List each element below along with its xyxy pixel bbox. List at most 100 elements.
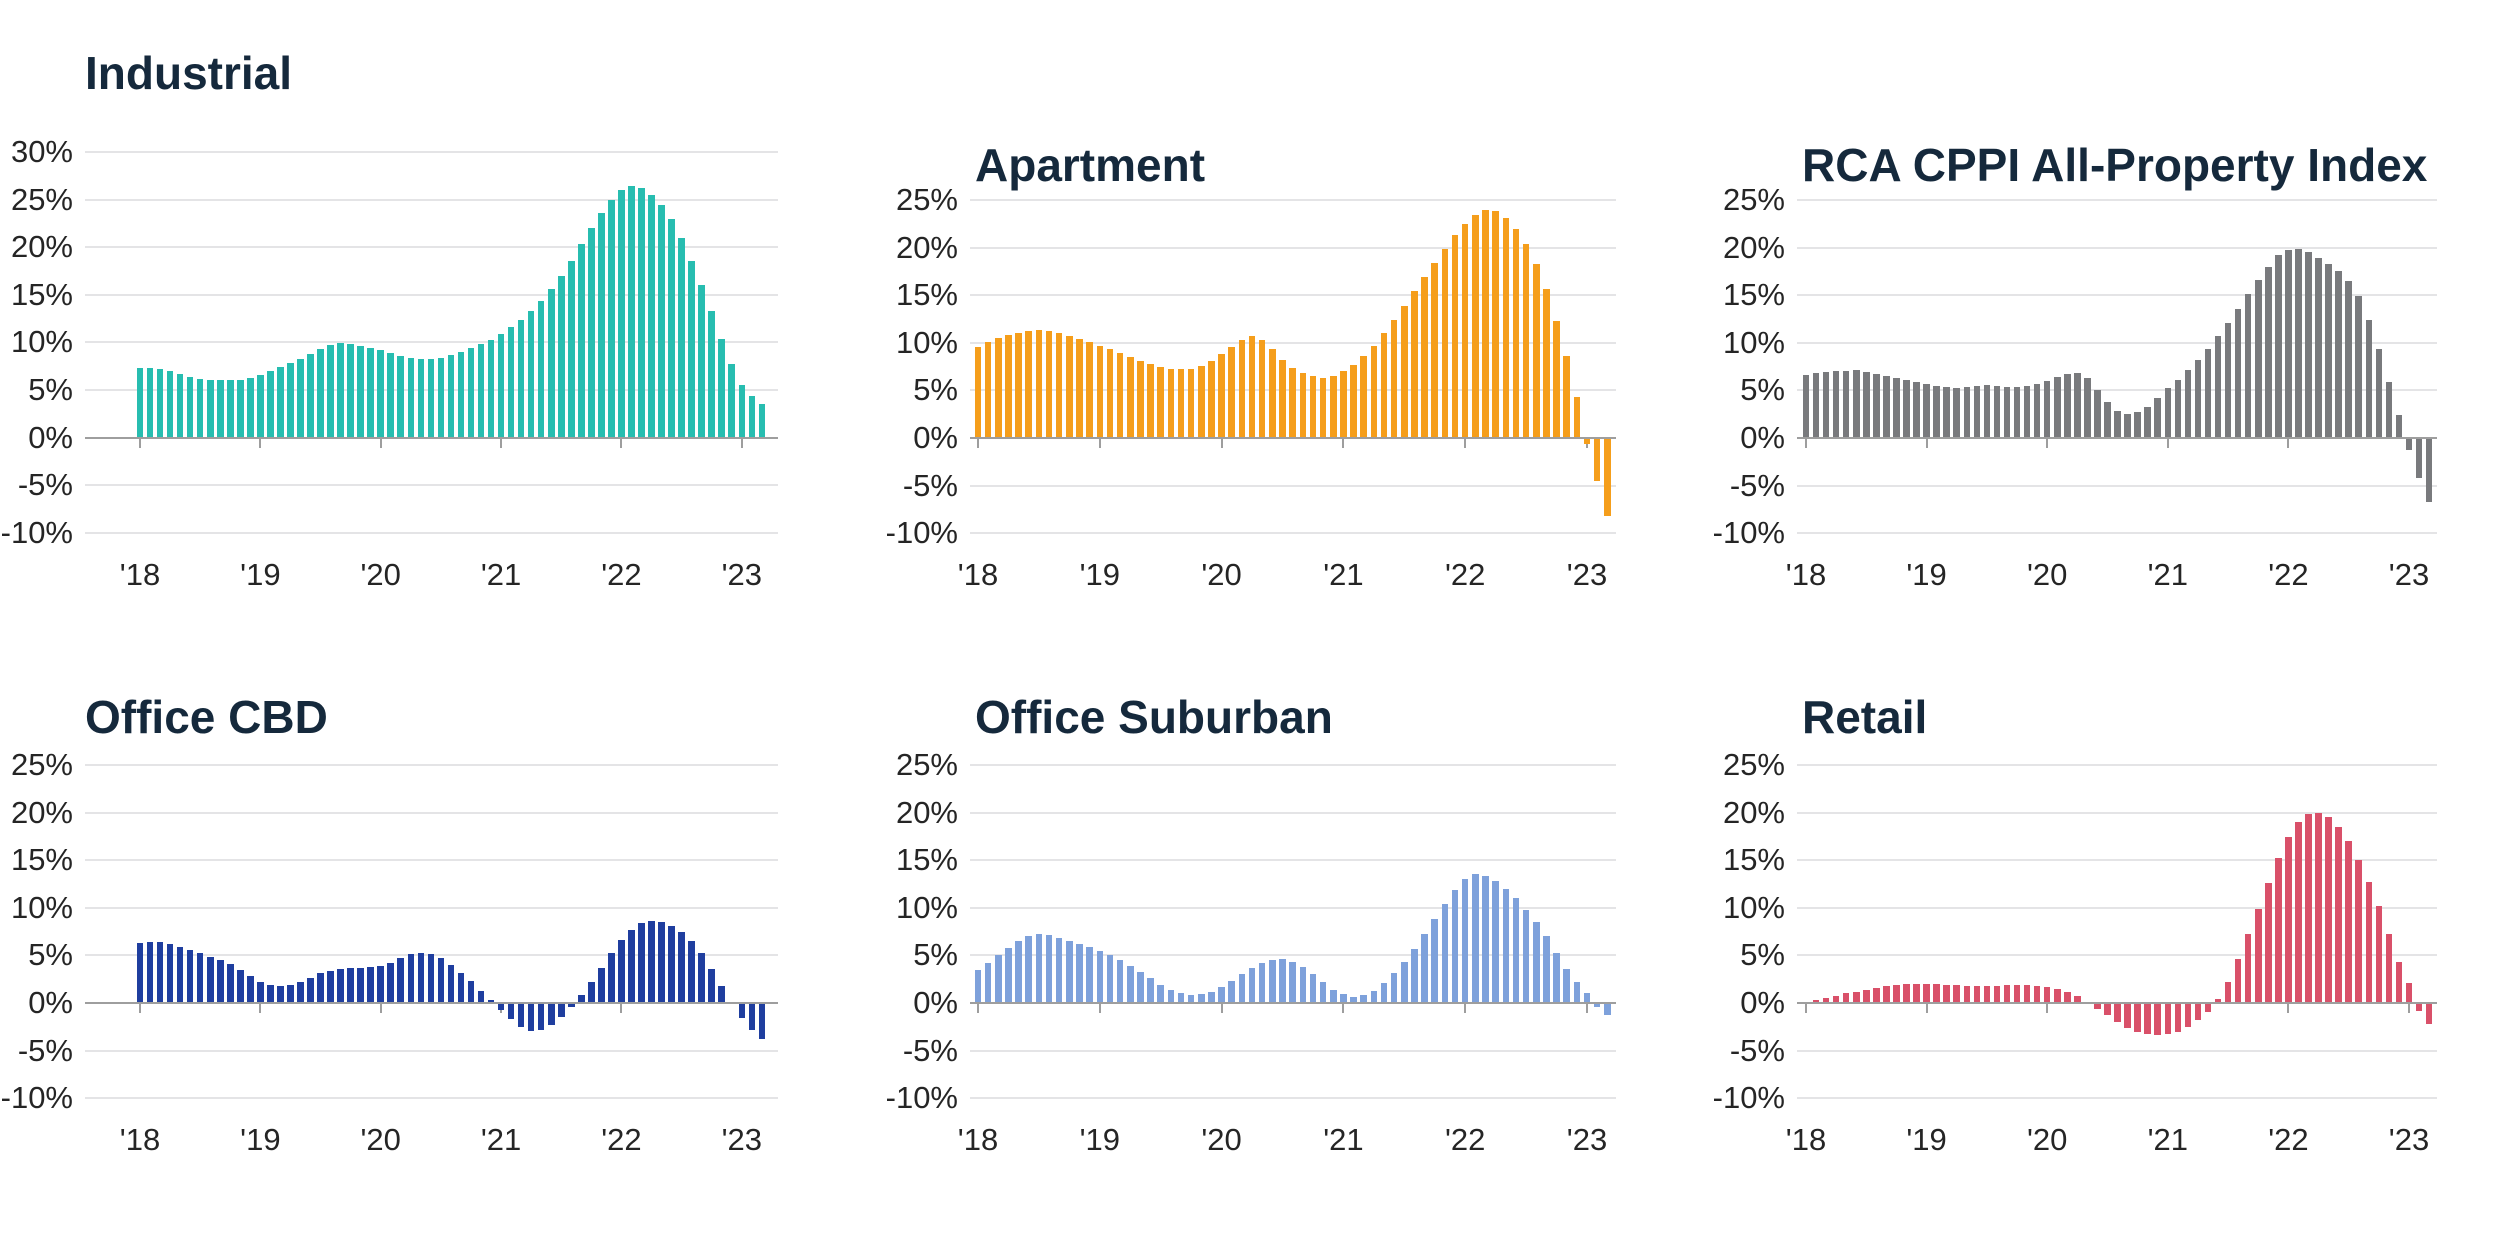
bar: [1993, 385, 2001, 438]
bar: [527, 1003, 535, 1031]
bar: [2425, 438, 2433, 502]
bar: [1923, 983, 1930, 1003]
plot-area-industrial: 30% 25% 20% 15% 10% 5% 0% -5% -10% '18 '19 '20 '21 '2…: [1, 134, 778, 592]
bar: [2265, 266, 2272, 438]
bar: [618, 190, 625, 438]
bar: [2033, 985, 2041, 1003]
bar: [2174, 1003, 2182, 1032]
bar: [226, 963, 234, 1003]
gridline: [85, 293, 778, 296]
bar: [1873, 987, 1880, 1003]
bar: [1593, 438, 1601, 481]
bar: [1015, 333, 1022, 438]
gridline: [1797, 389, 2437, 392]
bar: [206, 957, 214, 1003]
y-tick-label: 20%: [895, 794, 958, 830]
bar: [1822, 372, 1830, 438]
y-tick-label: 5%: [1740, 937, 1785, 973]
y-tick-label: -5%: [1729, 467, 1785, 503]
x-tick-label: '19: [1079, 1122, 1120, 1158]
y-tick-label: 20%: [1722, 794, 1785, 830]
bar: [1045, 935, 1053, 1003]
bar: [974, 969, 982, 1003]
x-tick-label: '23: [1566, 557, 1608, 593]
y-tick-label: 15%: [895, 277, 958, 313]
x-tick-label: '18: [119, 556, 161, 592]
bar: [2275, 255, 2282, 438]
gridline: [970, 1097, 1616, 1100]
bar: [1482, 876, 1489, 1003]
zero-axis: [970, 1002, 1616, 1004]
y-tick-label: 25%: [1722, 747, 1785, 782]
chart-title-retail: Retail: [1802, 691, 1928, 743]
y-tick-label: 20%: [895, 229, 958, 265]
bar: [718, 985, 726, 1003]
bar: [1309, 974, 1317, 1003]
bar: [1147, 978, 1154, 1003]
bar: [718, 338, 726, 438]
gridline: [1797, 764, 2437, 766]
bar: [437, 357, 445, 438]
x-tick: [977, 438, 979, 448]
bar: [1411, 948, 1418, 1003]
gridline: [1797, 199, 2437, 201]
bar: [377, 965, 384, 1003]
y-tick-label: 0%: [1740, 985, 1785, 1020]
bar: [758, 1003, 766, 1040]
bar: [417, 952, 425, 1003]
bar: [1863, 372, 1870, 438]
bar: [2164, 388, 2172, 438]
y-tick-label: 10%: [10, 889, 73, 925]
bar: [1472, 874, 1479, 1003]
x-tick-label: '23: [2388, 557, 2430, 593]
bar: [1512, 898, 1520, 1003]
bar: [2365, 882, 2373, 1003]
bar: [1187, 995, 1195, 1003]
y-tick-label: -5%: [902, 467, 958, 503]
y-tick-label: -5%: [17, 1032, 73, 1068]
bar: [1390, 319, 1398, 438]
x-tick-label: '19: [240, 1122, 281, 1158]
bar: [1319, 378, 1327, 438]
x-tick-label: '20: [360, 1122, 401, 1158]
bar: [1025, 331, 1033, 438]
bar: [1045, 331, 1053, 438]
gridline: [970, 294, 1616, 297]
bar: [688, 941, 695, 1003]
bar: [1157, 366, 1164, 438]
bar: [1167, 368, 1175, 438]
bar: [1096, 345, 1104, 438]
bar: [2385, 934, 2393, 1003]
bar: [2164, 1003, 2172, 1035]
x-tick: [1342, 1003, 1345, 1013]
bar: [447, 964, 455, 1003]
bar: [1340, 994, 1347, 1003]
bar: [1502, 888, 1510, 1003]
bar: [1258, 963, 1266, 1003]
bar: [2184, 370, 2192, 438]
chart-title-office-cbd: Office CBD: [85, 691, 328, 743]
bar: [397, 958, 405, 1003]
bar: [1903, 983, 1910, 1003]
bar: [1177, 993, 1185, 1003]
bar: [1583, 438, 1591, 444]
gridline: [970, 246, 1616, 249]
bar: [2023, 385, 2031, 438]
y-tick-label: 0%: [913, 420, 958, 455]
y-tick-label: 25%: [10, 747, 73, 782]
x-tick-label: '22: [601, 556, 642, 592]
bar: [2415, 1003, 2423, 1011]
bar: [2013, 984, 2021, 1003]
bar: [648, 921, 655, 1003]
gridline: [85, 764, 778, 766]
bar: [2315, 812, 2322, 1003]
bar: [1066, 941, 1073, 1003]
bar: [2214, 999, 2222, 1003]
bar: [2053, 988, 2061, 1003]
bar: [257, 374, 264, 438]
y-tick-label: 0%: [913, 985, 958, 1020]
bar: [1309, 376, 1317, 438]
bar: [1943, 984, 1950, 1003]
bar: [2355, 296, 2363, 438]
bar: [1953, 387, 1961, 438]
